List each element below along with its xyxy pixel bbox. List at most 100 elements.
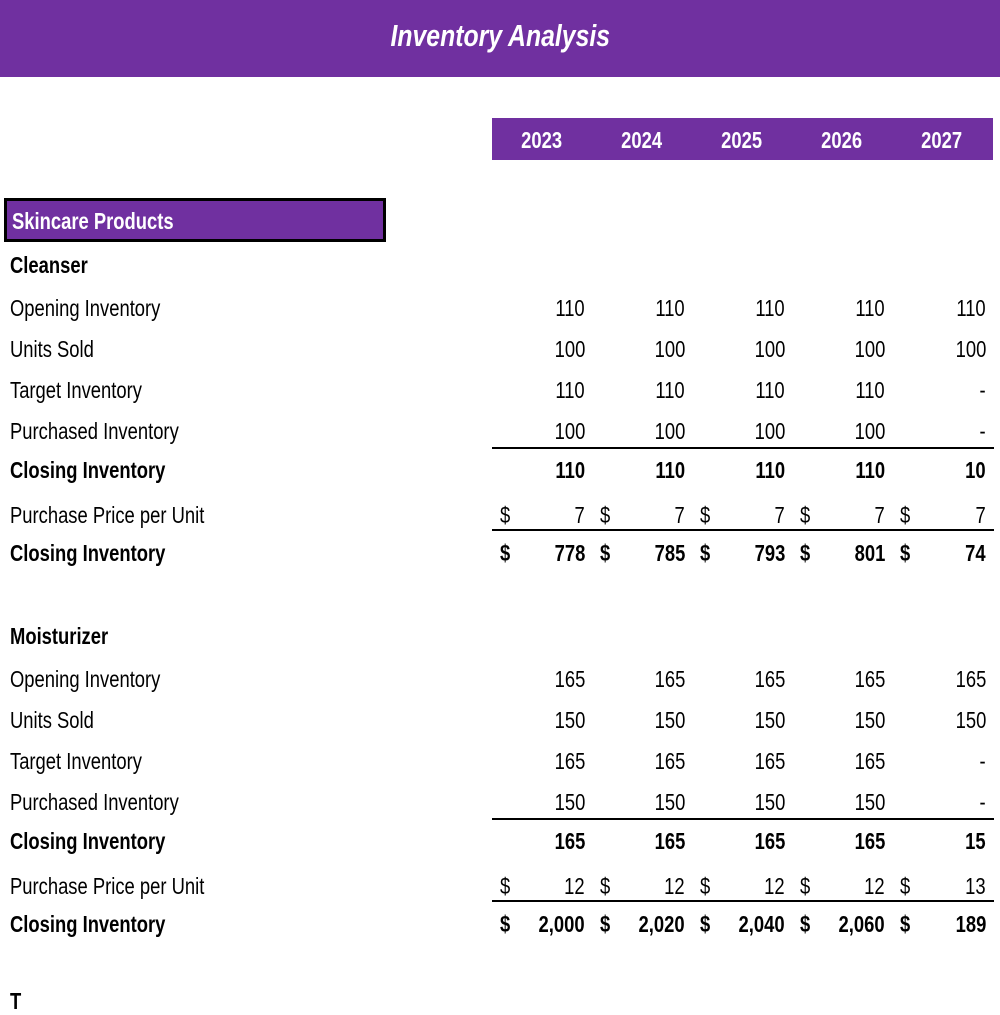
total-rule (492, 447, 994, 449)
row-label-text: Closing Inventory (10, 457, 166, 483)
currency-text: $ (600, 502, 611, 528)
cell-value: 7 (595, 502, 685, 529)
row-label: Closing Inventory (10, 828, 204, 855)
cell-text: 2,060 (838, 911, 885, 937)
cell-text: 110 (855, 377, 885, 403)
cell-text: 10 (965, 457, 986, 483)
cell-text: 100 (754, 418, 785, 444)
cell-value: 100 (595, 418, 685, 445)
currency-text: $ (500, 873, 511, 899)
row-label-text: Opening Inventory (10, 666, 161, 692)
cell-text: 165 (754, 748, 785, 774)
currency-symbol: $ (600, 540, 613, 567)
cell-text: 150 (754, 789, 785, 815)
row-label-text: Opening Inventory (10, 295, 161, 321)
year-header-2023: 2023 (492, 127, 592, 154)
cell-value: 150 (595, 789, 685, 816)
cell-value: 165 (595, 666, 685, 693)
currency-symbol: $ (700, 911, 713, 938)
cell-value: 2,000 (495, 911, 585, 938)
cell-text: 150 (754, 707, 785, 733)
cell-text: 110 (956, 295, 986, 321)
cell-text: 165 (854, 828, 885, 854)
cell-value: 165 (495, 666, 585, 693)
cell-text: 100 (554, 336, 585, 362)
currency-symbol: $ (900, 873, 913, 900)
currency-symbol: $ (500, 911, 513, 938)
cell-text: 12 (764, 873, 785, 899)
currency-text: $ (600, 911, 611, 937)
cell-value: 189 (896, 911, 986, 938)
currency-symbol: $ (600, 911, 613, 938)
cell-value: 110 (495, 377, 585, 404)
cell-value: 100 (495, 418, 585, 445)
row-label-text: Target Inventory (10, 748, 142, 774)
cell-value: 165 (695, 748, 785, 775)
cell-value: 165 (795, 828, 885, 855)
cell-text: 165 (654, 828, 685, 854)
cell-value: 100 (495, 336, 585, 363)
product-name: Moisturizer (10, 623, 109, 649)
cell-value: 12 (595, 873, 685, 900)
year-label: 2026 (821, 127, 863, 153)
currency-text: $ (800, 873, 811, 899)
cell-value: 110 (795, 457, 885, 484)
currency-symbol: $ (800, 873, 813, 900)
row-label-text: Closing Inventory (10, 540, 166, 566)
cell-value: 110 (795, 377, 885, 404)
cell-text: 165 (754, 666, 785, 692)
cell-text: 110 (855, 295, 885, 321)
cell-value: 801 (795, 540, 885, 567)
cell-text: 7 (574, 502, 585, 528)
cell-value: 12 (695, 873, 785, 900)
year-header-2026: 2026 (792, 127, 892, 154)
cell-value: 165 (695, 828, 785, 855)
currency-text: $ (700, 873, 711, 899)
cell-text: 110 (755, 295, 785, 321)
cell-text: 165 (554, 666, 585, 692)
year-label: 2025 (721, 127, 763, 153)
cell-value: 778 (495, 540, 585, 567)
product-heading: Moisturizer (10, 623, 133, 650)
currency-text: $ (700, 540, 711, 566)
next-product-label: T (10, 988, 24, 1015)
cell-value: 150 (695, 707, 785, 734)
cell-text: 100 (654, 418, 685, 444)
cell-value: 165 (595, 828, 685, 855)
currency-symbol: $ (500, 502, 513, 529)
cell-text: 110 (655, 377, 685, 403)
cell-text: 7 (674, 502, 685, 528)
currency-text: $ (500, 540, 511, 566)
cell-value: 110 (896, 295, 986, 322)
row-label: Closing Inventory (10, 911, 204, 938)
row-label-text: Units Sold (10, 336, 94, 362)
product-name: Cleanser (10, 252, 88, 278)
row-label-text: Target Inventory (10, 377, 142, 403)
currency-symbol: $ (600, 873, 613, 900)
cell-text: 785 (654, 540, 685, 566)
cell-value: 7 (695, 502, 785, 529)
total-rule (492, 900, 994, 902)
cell-value: 110 (695, 377, 785, 404)
currency-symbol: $ (700, 873, 713, 900)
cell-text: - (979, 377, 986, 403)
cell-value: 110 (495, 295, 585, 322)
cell-value: - (896, 748, 986, 775)
cell-text: 165 (854, 666, 885, 692)
currency-symbol: $ (700, 502, 713, 529)
cell-text: 150 (654, 789, 685, 815)
cell-value: 165 (795, 666, 885, 693)
cell-text: 165 (955, 666, 986, 692)
cell-value: 100 (795, 418, 885, 445)
row-label: Opening Inventory (10, 666, 198, 693)
cell-value: 12 (795, 873, 885, 900)
row-label: Target Inventory (10, 748, 175, 775)
year-header-2025: 2025 (692, 127, 792, 154)
year-header-2027: 2027 (892, 127, 992, 154)
cell-value: 110 (795, 295, 885, 322)
cell-value: 7 (795, 502, 885, 529)
currency-symbol: $ (800, 540, 813, 567)
cell-text: 150 (854, 707, 885, 733)
cell-text: 7 (975, 502, 986, 528)
year-label: 2023 (521, 127, 563, 153)
